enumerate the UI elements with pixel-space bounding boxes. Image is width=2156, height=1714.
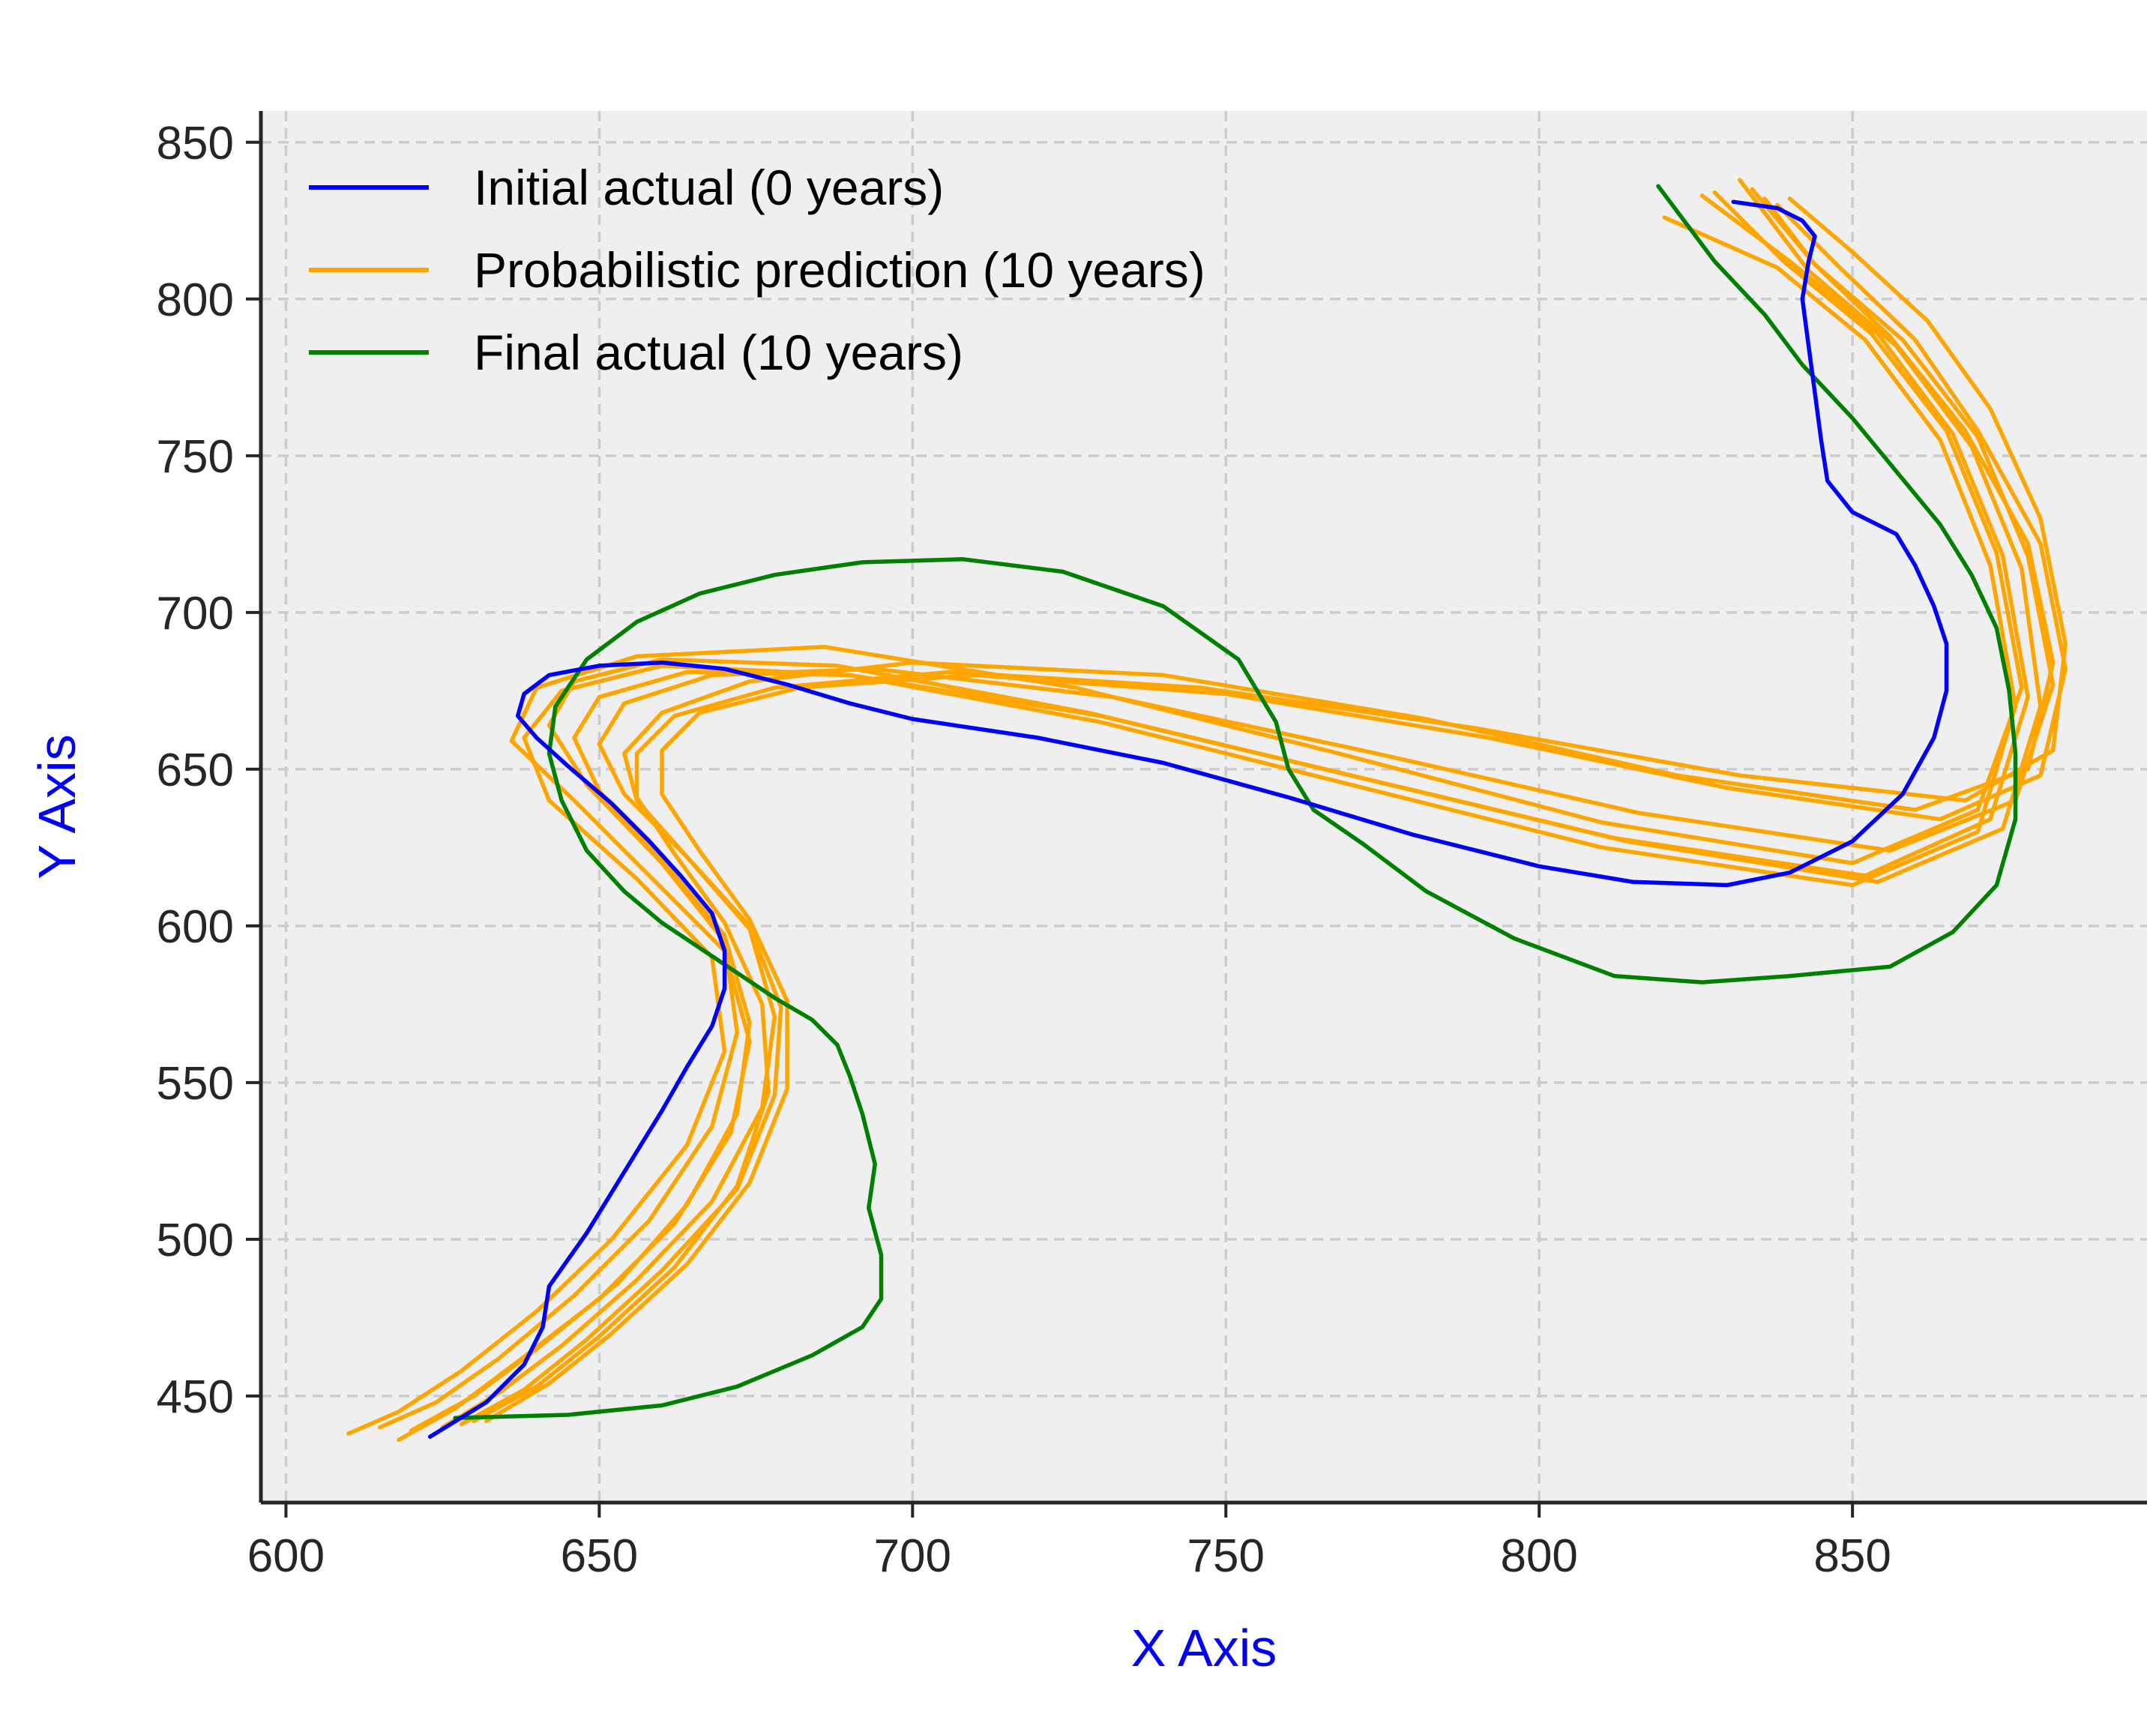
legend-entry-prediction: Probabilistic prediction (10 years)	[309, 242, 1205, 298]
y-tick-label: 600	[157, 901, 234, 953]
y-tick-label: 850	[157, 118, 234, 169]
x-tick-label: 750	[1187, 1530, 1265, 1582]
y-tick-label: 650	[157, 745, 234, 796]
series-layer	[346, 178, 2068, 1443]
x-axis-title: X Axis	[1131, 1619, 1277, 1677]
y-tick-label: 700	[157, 588, 234, 640]
legend-label: Probabilistic prediction (10 years)	[474, 242, 1205, 298]
prediction-line	[397, 190, 2024, 1443]
y-axis-title: Y Axis	[28, 734, 86, 879]
prediction-line	[472, 196, 2068, 1424]
plot-background	[261, 111, 2147, 1503]
y-tick-label: 500	[157, 1215, 234, 1266]
prediction-line	[409, 178, 2043, 1433]
x-tick-label: 600	[247, 1530, 325, 1582]
prediction-line	[346, 215, 2018, 1436]
x-tick-label: 700	[874, 1530, 951, 1582]
x-tick-label: 850	[1813, 1530, 1891, 1582]
grid	[261, 111, 2147, 1503]
y-tick-label: 550	[157, 1058, 234, 1110]
legend-label: Final actual (10 years)	[474, 325, 963, 380]
initial-actual-line	[427, 199, 1949, 1439]
legend-entry-initial: Initial actual (0 years)	[309, 160, 944, 215]
x-tick-label: 650	[561, 1530, 638, 1582]
ticks: 600 650 700 750 800 850 450 500 550 600 650 700 750 8…	[157, 118, 1891, 1582]
y-tick-label: 750	[157, 431, 234, 483]
prediction-line	[378, 193, 2030, 1430]
legend: Initial actual (0 years) Probabilistic pr…	[309, 160, 1205, 380]
y-tick-label: 450	[157, 1371, 234, 1423]
x-tick-label: 800	[1500, 1530, 1577, 1582]
legend-label: Initial actual (0 years)	[474, 160, 944, 215]
final-actual-line	[453, 184, 2018, 1420]
prediction-line	[440, 187, 2056, 1430]
y-tick-label: 800	[157, 274, 234, 326]
axes	[259, 111, 2147, 1505]
legend-entry-final: Final actual (10 years)	[309, 325, 963, 380]
